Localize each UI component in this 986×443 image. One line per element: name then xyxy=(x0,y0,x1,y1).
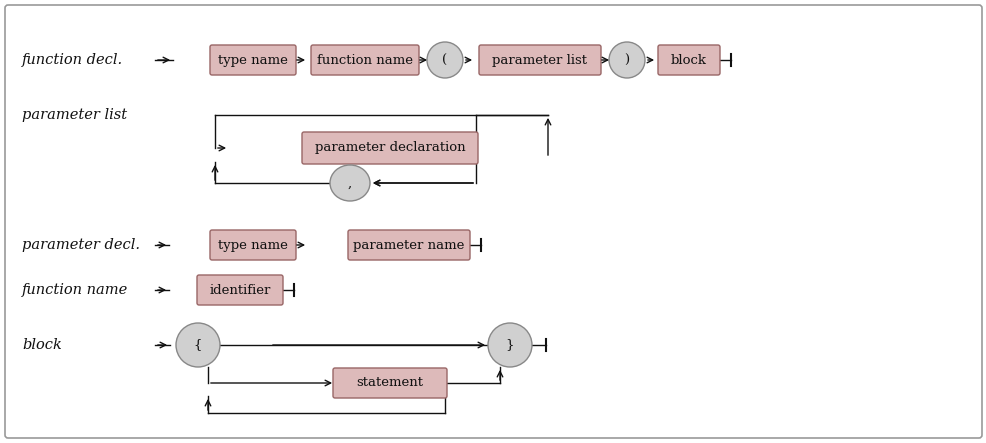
Text: parameter list: parameter list xyxy=(22,108,127,122)
Text: parameter name: parameter name xyxy=(353,238,464,252)
FancyBboxPatch shape xyxy=(210,230,296,260)
Text: statement: statement xyxy=(356,377,423,389)
Text: parameter declaration: parameter declaration xyxy=(315,141,464,155)
Text: }: } xyxy=(505,338,514,351)
Text: (: ( xyxy=(442,54,447,66)
Ellipse shape xyxy=(176,323,220,367)
FancyBboxPatch shape xyxy=(197,275,283,305)
Text: type name: type name xyxy=(218,238,288,252)
Text: ,: , xyxy=(348,176,352,190)
Text: ): ) xyxy=(624,54,629,66)
Text: block: block xyxy=(670,54,706,66)
Text: function name: function name xyxy=(22,283,128,297)
Text: function name: function name xyxy=(317,54,412,66)
Text: parameter list: parameter list xyxy=(492,54,587,66)
Ellipse shape xyxy=(487,323,531,367)
FancyBboxPatch shape xyxy=(658,45,719,75)
Text: function decl.: function decl. xyxy=(22,53,123,67)
Ellipse shape xyxy=(608,42,644,78)
Text: {: { xyxy=(193,338,202,351)
FancyBboxPatch shape xyxy=(5,5,981,438)
FancyBboxPatch shape xyxy=(332,368,447,398)
FancyBboxPatch shape xyxy=(210,45,296,75)
FancyBboxPatch shape xyxy=(311,45,419,75)
FancyBboxPatch shape xyxy=(302,132,477,164)
FancyBboxPatch shape xyxy=(478,45,600,75)
Text: block: block xyxy=(22,338,62,352)
Text: parameter decl.: parameter decl. xyxy=(22,238,140,252)
Text: identifier: identifier xyxy=(209,284,270,296)
Ellipse shape xyxy=(329,165,370,201)
Text: type name: type name xyxy=(218,54,288,66)
Ellipse shape xyxy=(427,42,462,78)
FancyBboxPatch shape xyxy=(348,230,469,260)
